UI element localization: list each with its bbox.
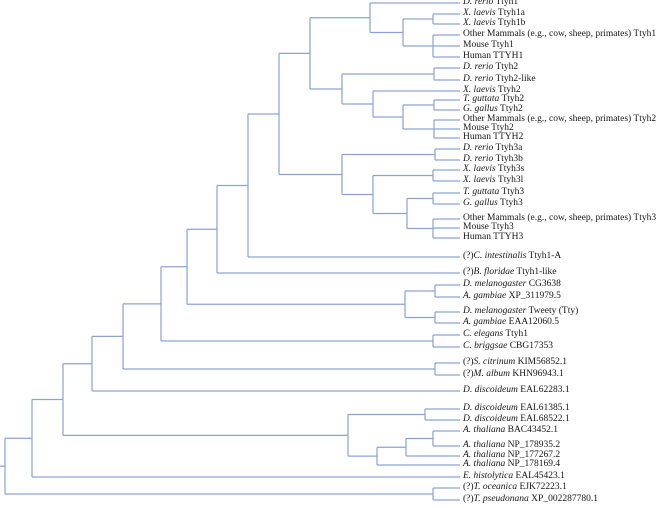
tree-canvas — [0, 2, 460, 501]
phylogenetic-tree-figure: D. rerio Ttyh1 X. laevis Ttyh1a X. laevis … — [0, 0, 657, 504]
